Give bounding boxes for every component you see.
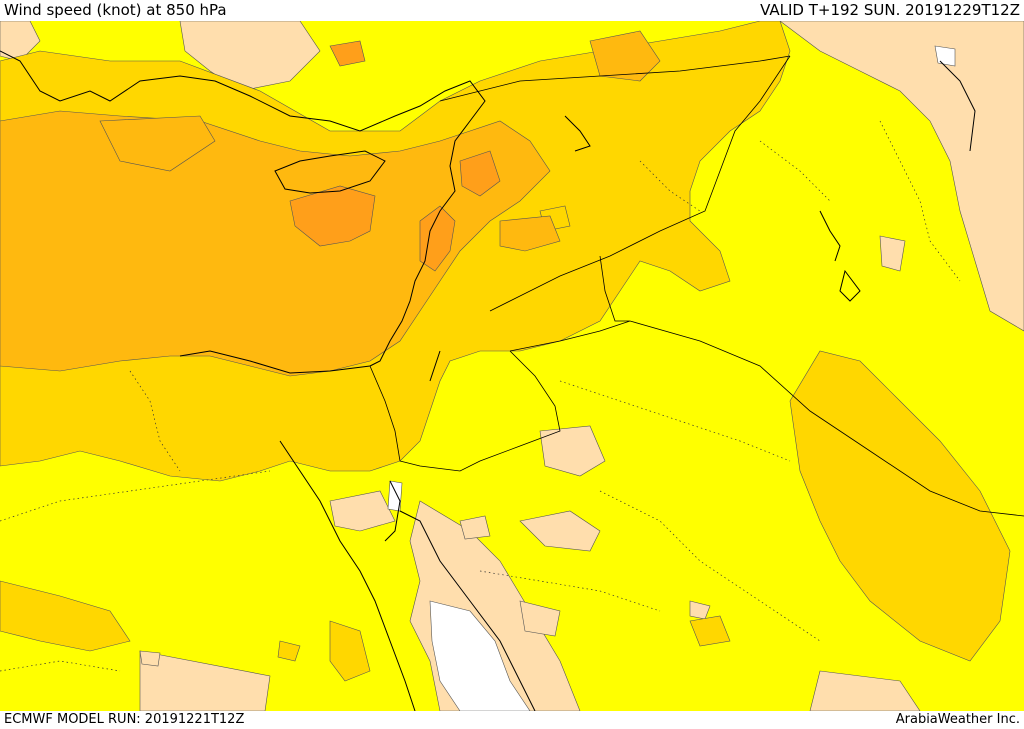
band-dark-orange (289, 40, 501, 272)
model-run: ECMWF MODEL RUN: 20191221T12Z (4, 712, 245, 727)
band-orange (0, 30, 661, 377)
valid-time: VALID T+192 SUN. 20191229T12Z (760, 1, 1020, 19)
footer-bar: ECMWF MODEL RUN: 20191221T12Z ArabiaWeat… (0, 711, 1024, 729)
band-tan (0, 21, 1024, 711)
wind-speed-map-svg (0, 21, 1024, 711)
admin-boundaries (0, 120, 961, 672)
weather-map (0, 21, 1024, 711)
map-title: Wind speed (knot) at 850 hPa (4, 1, 227, 19)
coastlines (0, 50, 976, 711)
header-bar: Wind speed (knot) at 850 hPa VALID T+192… (0, 0, 1024, 21)
credit: ArabiaWeather Inc. (895, 712, 1020, 727)
country-borders (369, 55, 1024, 517)
